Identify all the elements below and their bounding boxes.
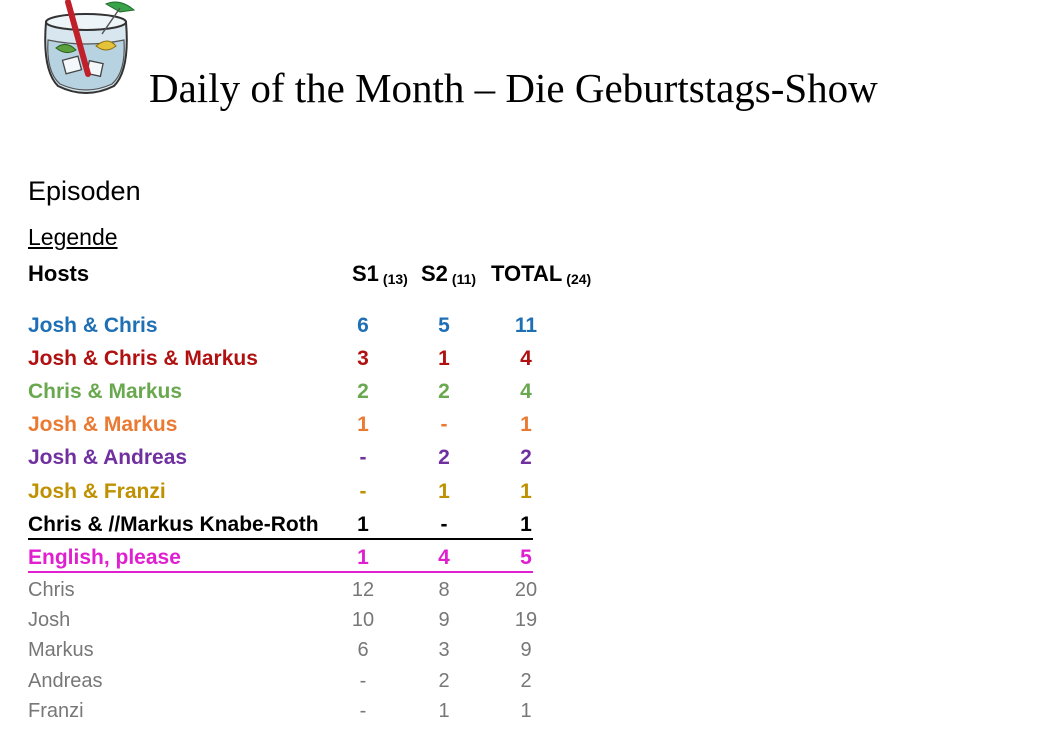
table-row: English, please 1 4 5 xyxy=(0,546,700,576)
table-row: Chris 12 8 20 xyxy=(0,579,700,609)
table-header: Hosts S1 (13) S2 (11) TOTAL (24) xyxy=(0,259,700,293)
column-header-s2-label: S2 xyxy=(421,261,448,286)
table-row: Chris & //Markus Knabe-Roth 1 - 1 xyxy=(0,513,700,543)
s2-value: 1 xyxy=(438,347,450,370)
row-underline xyxy=(28,538,533,540)
host-name: Josh & Chris & Markus xyxy=(28,347,258,370)
table-row: Franzi - 1 1 xyxy=(0,700,700,730)
s2-value: 3 xyxy=(438,639,450,661)
row-underline xyxy=(28,571,533,573)
s1-value: 1 xyxy=(357,513,369,536)
s2-value: 1 xyxy=(438,700,450,722)
s2-value: 1 xyxy=(438,480,450,503)
s1-value: 1 xyxy=(357,546,369,569)
legend-heading: Legende xyxy=(28,224,118,250)
table-row: Josh & Chris & Markus 3 1 4 xyxy=(0,347,700,377)
host-name: Josh & Chris xyxy=(28,314,158,337)
s1-value: - xyxy=(359,670,367,692)
table-row: Josh & Chris 6 5 11 xyxy=(0,314,700,344)
s2-value: 2 xyxy=(438,380,450,403)
s2-value: 9 xyxy=(438,609,450,631)
column-header-s2-count: (11) xyxy=(451,271,477,287)
table-row: Chris & Markus 2 2 4 xyxy=(0,380,700,410)
total-value: 20 xyxy=(514,579,538,601)
page-title: Daily of the Month – Die Geburtstags-Sho… xyxy=(149,65,878,111)
total-value: 11 xyxy=(514,314,538,337)
column-header-s1: S1 (13) xyxy=(352,261,408,287)
host-name: Josh & Markus xyxy=(28,413,178,436)
total-value: 2 xyxy=(520,670,532,692)
s2-value: 2 xyxy=(438,446,450,469)
host-name: Chris & //Markus Knabe-Roth xyxy=(28,513,319,536)
s2-value: - xyxy=(440,513,448,536)
host-name: Josh & Franzi xyxy=(28,480,166,503)
column-header-hosts: Hosts xyxy=(28,261,90,286)
host-name: Chris & Markus xyxy=(28,380,183,403)
s1-value: - xyxy=(359,480,367,503)
total-value: 1 xyxy=(520,513,532,536)
s1-value: 1 xyxy=(357,413,369,436)
s2-value: 5 xyxy=(438,314,450,337)
table-row: Markus 6 3 9 xyxy=(0,639,700,669)
table-row: Josh & Franzi - 1 1 xyxy=(0,480,700,510)
total-value: 1 xyxy=(520,413,532,436)
s1-value: 3 xyxy=(357,347,369,370)
table-row: Josh & Andreas - 2 2 xyxy=(0,446,700,476)
s1-value: 6 xyxy=(357,314,369,337)
person-name: Andreas xyxy=(28,670,103,692)
s1-value: 6 xyxy=(357,639,369,661)
s1-value: 2 xyxy=(357,380,369,403)
s1-value: - xyxy=(359,700,367,722)
total-value: 19 xyxy=(514,609,538,631)
total-value: 2 xyxy=(520,446,532,469)
person-name: Josh xyxy=(28,609,71,631)
cocktail-glass-icon xyxy=(36,0,140,100)
section-heading-episoden: Episoden xyxy=(28,176,141,206)
s2-value: 2 xyxy=(438,670,450,692)
column-header-s1-label: S1 xyxy=(352,261,379,286)
host-name: Josh & Andreas xyxy=(28,446,188,469)
s2-value: 8 xyxy=(438,579,450,601)
column-header-total: TOTAL (24) xyxy=(491,261,591,287)
total-value: 1 xyxy=(520,700,532,722)
table-row: Josh 10 9 19 xyxy=(0,609,700,639)
total-value: 9 xyxy=(520,639,532,661)
column-header-s2: S2 (11) xyxy=(421,261,476,287)
person-name: Chris xyxy=(28,579,75,601)
column-header-total-count: (24) xyxy=(566,271,592,287)
table-row: Josh & Markus 1 - 1 xyxy=(0,413,700,443)
table-row: Andreas - 2 2 xyxy=(0,670,700,700)
s2-value: 4 xyxy=(438,546,450,569)
total-value: 1 xyxy=(520,480,532,503)
s1-value: - xyxy=(359,446,367,469)
column-header-s1-count: (13) xyxy=(382,271,408,287)
total-value: 4 xyxy=(520,347,532,370)
column-header-total-label: TOTAL xyxy=(491,261,563,286)
total-value: 4 xyxy=(520,380,532,403)
person-name: Franzi xyxy=(28,700,84,722)
s1-value: 10 xyxy=(351,609,375,631)
host-name: English, please xyxy=(28,546,181,569)
s1-value: 12 xyxy=(351,579,375,601)
s2-value: - xyxy=(440,413,448,436)
person-name: Markus xyxy=(28,639,94,661)
total-value: 5 xyxy=(520,546,532,569)
